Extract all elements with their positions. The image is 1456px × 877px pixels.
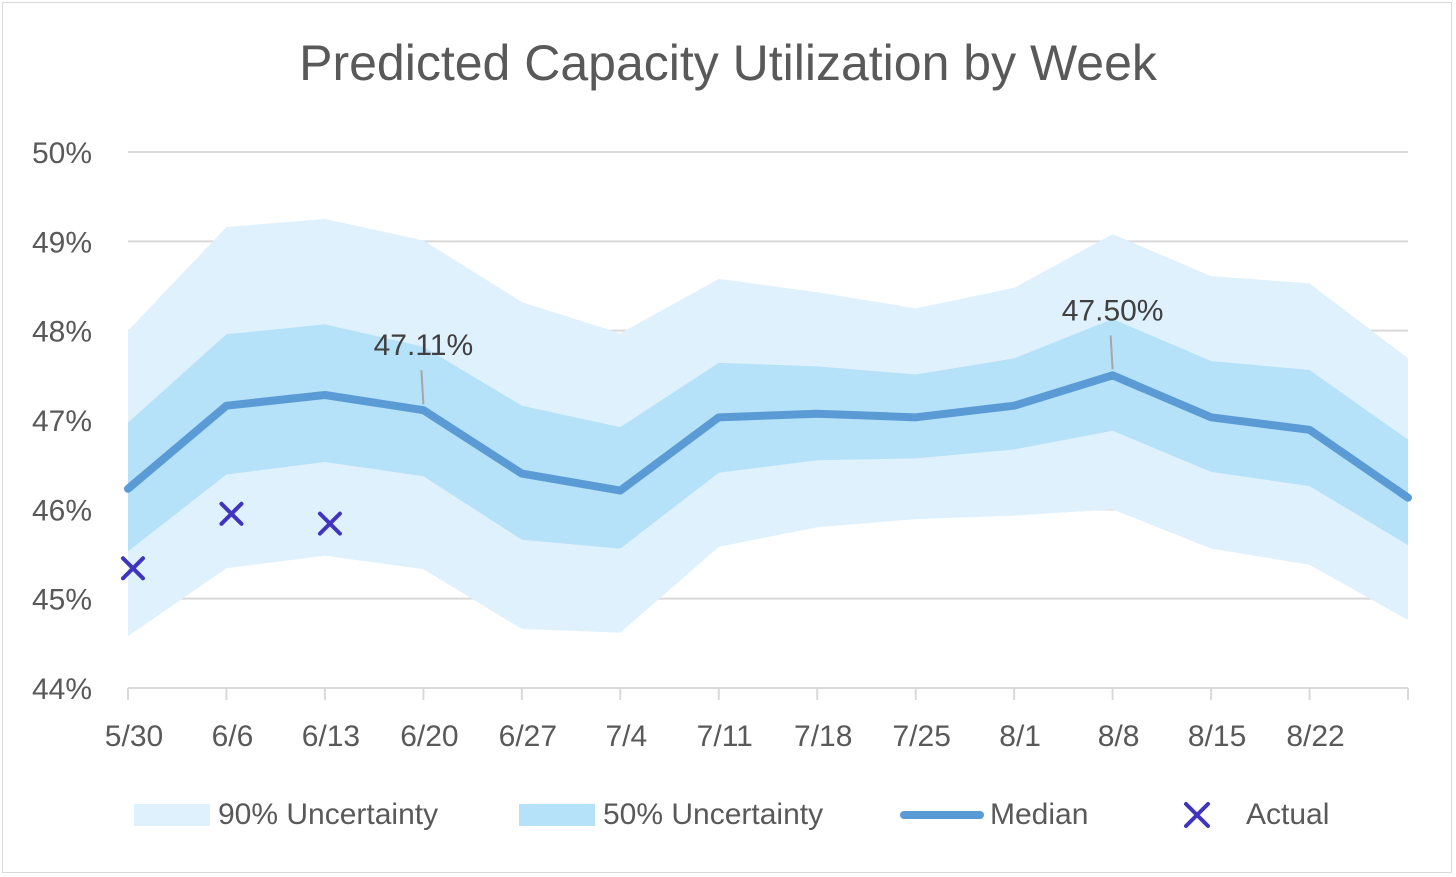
x-tick-label-6-20: 6/20 [400, 720, 458, 753]
x-tick-label-7-18: 7/18 [794, 720, 852, 753]
legend-item-50-uncertainty: 50% Uncertainty [519, 790, 823, 840]
legend-label-actual: Actual [1246, 798, 1330, 831]
legend: 90% Uncertainty 50% Uncertainty Median A… [0, 790, 1456, 840]
legend-swatch-actual [1172, 800, 1222, 830]
legend-label-50-uncertainty: 50% Uncertainty [603, 798, 824, 831]
actual-point-6-6 [219, 501, 244, 526]
legend-item-median: Median [900, 790, 1088, 840]
legend-swatch-50-uncertainty [519, 804, 595, 826]
x-tick-label-5-30: 5/30 [105, 720, 163, 753]
y-tick-label-50: 50% [32, 137, 92, 170]
data-label-6-20: 47.11% [374, 329, 474, 362]
x-marker-icon [1184, 802, 1210, 828]
x-tick-label-8-22: 8/22 [1286, 720, 1344, 753]
x-tick-label-8-8: 8/8 [1098, 720, 1140, 753]
y-tick-label-49: 49% [32, 226, 92, 259]
x-tick-label-6-27: 6/27 [499, 720, 557, 753]
legend-label-median: Median [990, 798, 1089, 831]
y-tick-label-47: 47% [32, 405, 92, 438]
chart-title: Predicted Capacity Utilization by Week [299, 35, 1157, 91]
x-tick-label-7-25: 7/25 [892, 720, 950, 753]
legend-item-90-uncertainty: 90% Uncertainty [134, 790, 438, 840]
y-tick-label-46: 46% [32, 494, 92, 527]
actual-point-5-30 [121, 556, 145, 581]
y-tick-label-44: 44% [32, 673, 92, 706]
band-50-uncertainty [128, 319, 1408, 552]
x-tick-label-6-6: 6/6 [212, 720, 254, 753]
y-tick-label-48: 48% [32, 316, 92, 349]
median-line [124, 371, 1412, 502]
legend-label-90-uncertainty: 90% Uncertainty [218, 798, 439, 831]
y-tick-label-45: 45% [32, 584, 92, 617]
annotation-leader-line [1109, 335, 1114, 370]
x-tick-label-8-15: 8/15 [1188, 720, 1246, 753]
legend-swatch-90-uncertainty [134, 804, 210, 826]
annotation-leader-line [420, 370, 425, 405]
x-tick-label-8-1: 8/1 [999, 720, 1041, 753]
x-tick-label-7-4: 7/4 [605, 720, 647, 753]
legend-swatch-median [900, 811, 984, 819]
x-tick-label-6-13: 6/13 [302, 720, 360, 753]
data-label-8-8: 47.50% [1062, 294, 1164, 327]
actual-point-6-13 [317, 511, 342, 536]
x-tick-label-7-11: 7/11 [697, 720, 753, 753]
legend-item-actual: Actual [1172, 790, 1329, 840]
